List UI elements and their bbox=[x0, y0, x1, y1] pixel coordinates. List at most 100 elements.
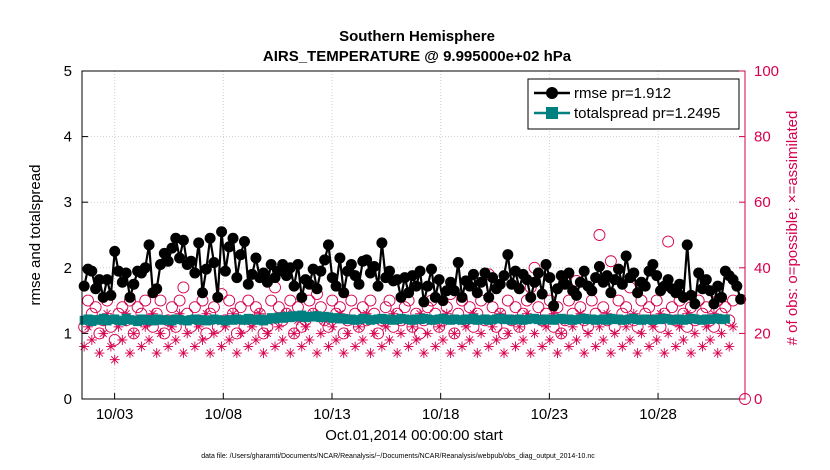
obs-assimilated-point bbox=[243, 341, 254, 352]
rmse-point bbox=[441, 285, 453, 297]
obs-assimilated-point bbox=[178, 348, 189, 359]
y-tick-label: 3 bbox=[64, 194, 72, 211]
rmse-point bbox=[250, 252, 262, 264]
rmse-point bbox=[368, 260, 380, 272]
obs-assimilated-point bbox=[315, 328, 326, 339]
obs-possible-point bbox=[532, 301, 545, 314]
rmse-point bbox=[467, 268, 479, 280]
rmse-point bbox=[456, 291, 468, 303]
obs-assimilated-point bbox=[323, 341, 334, 352]
obs-assimilated-point bbox=[304, 334, 315, 345]
rmse-point bbox=[437, 295, 449, 307]
rmse-point bbox=[143, 239, 155, 251]
obs-assimilated-point bbox=[395, 328, 406, 339]
obs-possible-point bbox=[398, 301, 411, 314]
rmse-point bbox=[735, 293, 747, 305]
rmse-point bbox=[586, 285, 598, 297]
obs-assimilated-point bbox=[670, 341, 681, 352]
rmse-point bbox=[403, 287, 415, 299]
obs-assimilated-point bbox=[609, 328, 620, 339]
obs-possible-point bbox=[234, 301, 247, 314]
obs-possible-point bbox=[131, 301, 144, 314]
chart-title-line1: Southern Hemisphere bbox=[339, 28, 495, 45]
rmse-point bbox=[632, 287, 644, 299]
obs-assimilated-point bbox=[705, 334, 716, 345]
obs-assimilated-point bbox=[277, 334, 288, 345]
obs-assimilated-point bbox=[403, 341, 414, 352]
obs-possible-point bbox=[345, 294, 358, 307]
obs-assimilated-point bbox=[124, 348, 135, 359]
rmse-point bbox=[353, 278, 365, 290]
rmse-point bbox=[196, 287, 208, 299]
rmse-point bbox=[716, 291, 728, 303]
obs-assimilated-point bbox=[437, 334, 448, 345]
obs-assimilated-point bbox=[697, 341, 708, 352]
obs-assimilated-point bbox=[556, 328, 567, 339]
obs-assimilated-point bbox=[617, 341, 628, 352]
obs-assimilated-point bbox=[136, 341, 147, 352]
rmse-point bbox=[414, 265, 426, 277]
obs-assimilated-point bbox=[98, 328, 109, 339]
rmse-point bbox=[647, 259, 659, 271]
rmse-point bbox=[685, 289, 697, 301]
obs-assimilated-point bbox=[502, 328, 513, 339]
rmse-point bbox=[139, 262, 151, 274]
obs-possible-point bbox=[650, 294, 663, 307]
obs-assimilated-point bbox=[270, 341, 281, 352]
rmse-point bbox=[319, 254, 331, 266]
obs-possible-point bbox=[166, 301, 178, 314]
rmse-point bbox=[219, 265, 231, 277]
obs-assimilated-point bbox=[499, 348, 510, 359]
obs-assimilated-point bbox=[357, 334, 368, 345]
obs-assimilated-point bbox=[579, 348, 590, 359]
obs-assimilated-point bbox=[510, 341, 521, 352]
rmse-point bbox=[238, 236, 250, 248]
obs-assimilated-point bbox=[728, 321, 739, 332]
rmse-point bbox=[639, 280, 651, 292]
rmse-point bbox=[674, 278, 686, 290]
obs-assimilated-point bbox=[563, 341, 574, 352]
obs-assimilated-point bbox=[369, 328, 380, 339]
rmse-point bbox=[330, 280, 342, 292]
obs-possible-point bbox=[604, 255, 617, 268]
rmse-point bbox=[258, 267, 270, 279]
obs-possible-point bbox=[463, 301, 476, 314]
rmse-point bbox=[151, 283, 163, 295]
obs-possible-point bbox=[173, 294, 186, 307]
obs-assimilated-point bbox=[686, 348, 697, 359]
obs-assimilated-point bbox=[208, 328, 219, 339]
obs-assimilated-point bbox=[590, 341, 601, 352]
x-axis: 10/03 10/08 10/13 10/18 10/23 10/28 bbox=[96, 393, 677, 423]
legend-spread-label: totalspread pr=1.2495 bbox=[574, 105, 720, 122]
rmse-point bbox=[124, 291, 136, 303]
obs-possible-point bbox=[314, 301, 327, 314]
y-right-tick-label: 40 bbox=[754, 260, 771, 277]
obs-assimilated-point bbox=[155, 328, 166, 339]
obs-assimilated-point bbox=[525, 348, 536, 359]
obs-assimilated-point bbox=[663, 328, 674, 339]
obs-assimilated-point bbox=[86, 334, 97, 345]
x-tick-label: 10/03 bbox=[96, 406, 134, 423]
obs-possible-point bbox=[662, 235, 675, 248]
rmse-point bbox=[311, 283, 323, 295]
rmse-point bbox=[559, 278, 571, 290]
rmse-point bbox=[464, 280, 476, 292]
obs-assimilated-point bbox=[376, 341, 387, 352]
obs-possible-point bbox=[139, 294, 152, 307]
rmse-point bbox=[227, 232, 239, 244]
rmse-series bbox=[78, 226, 747, 312]
obs-assimilated-point bbox=[231, 348, 242, 359]
obs-assimilated-point bbox=[311, 348, 322, 359]
rmse-point bbox=[292, 259, 304, 271]
rmse-point bbox=[616, 278, 628, 290]
obs-assimilated-point bbox=[182, 328, 193, 339]
obs-assimilated-point bbox=[689, 328, 700, 339]
obs-assimilated-point bbox=[537, 341, 548, 352]
obs-assimilated-point bbox=[235, 328, 246, 339]
rmse-point bbox=[475, 276, 487, 288]
obs-assimilated-point bbox=[518, 334, 529, 345]
y-axis-right-label: # of obs: o=possible; ×=assimilated bbox=[784, 111, 801, 346]
rmse-point bbox=[425, 263, 437, 275]
obs-possible-point bbox=[326, 294, 339, 307]
rmse-point bbox=[708, 298, 720, 310]
